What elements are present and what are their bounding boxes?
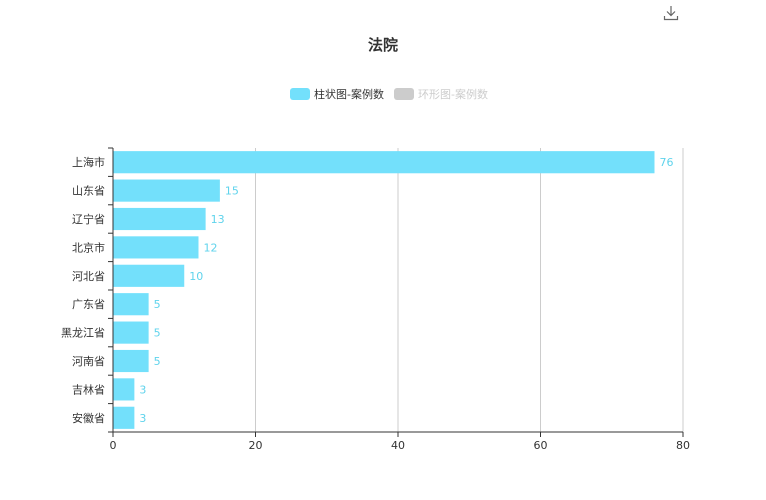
bar <box>113 151 655 174</box>
legend: 柱状图-案例数 环形图-案例数 <box>290 86 488 102</box>
download-icon <box>663 6 679 21</box>
value-label: 5 <box>154 298 161 311</box>
value-label: 13 <box>211 213 225 226</box>
bar <box>113 264 185 287</box>
bar <box>113 321 149 344</box>
y-category-label: 上海市 <box>72 155 105 169</box>
y-category-label: 河南省 <box>72 355 105 368</box>
x-tick-label: 40 <box>391 439 405 452</box>
bar <box>113 349 149 373</box>
y-category-label: 吉林省 <box>72 382 105 396</box>
bar <box>113 378 135 401</box>
x-tick-label: 20 <box>249 439 263 452</box>
chart-title: 法院 <box>367 36 398 54</box>
x-tick-label: 80 <box>676 439 690 452</box>
value-label: 3 <box>139 412 146 425</box>
y-category-label: 北京市 <box>72 240 105 254</box>
value-label: 12 <box>204 241 218 254</box>
value-label: 76 <box>660 156 674 169</box>
legend-swatch-donut <box>393 88 414 100</box>
bar <box>113 406 135 429</box>
bars <box>113 151 655 429</box>
y-category-label: 河北省 <box>72 270 105 283</box>
legend-swatch-bar <box>290 88 310 100</box>
value-label: 5 <box>154 355 161 368</box>
legend-label-donut: 环形图-案例数 <box>417 88 488 101</box>
legend-item-bar[interactable]: 柱状图-案例数 <box>290 86 384 102</box>
download-button[interactable] <box>662 4 680 22</box>
grid-lines <box>255 148 684 432</box>
y-category-label: 山东省 <box>72 185 105 198</box>
y-category-label: 辽宁省 <box>72 212 105 226</box>
bar <box>113 293 149 316</box>
y-category-label: 广东省 <box>72 298 105 311</box>
bar <box>113 207 206 231</box>
y-category-label: 安徽省 <box>72 411 105 425</box>
data-labels: 76 15 13 12 10 5 5 5 3 3 <box>139 156 673 425</box>
x-tick-label: 0 <box>110 439 117 452</box>
value-label: 15 <box>225 185 239 198</box>
x-tick-label: 60 <box>534 439 548 452</box>
bar <box>113 179 220 202</box>
bar <box>113 236 199 259</box>
value-label: 3 <box>139 383 146 396</box>
value-label: 10 <box>189 270 203 283</box>
legend-label-bar: 柱状图-案例数 <box>314 88 384 101</box>
y-category-label: 黑龙江省 <box>61 327 105 340</box>
value-label: 5 <box>154 327 161 340</box>
legend-item-donut[interactable]: 环形图-案例数 <box>393 86 488 102</box>
